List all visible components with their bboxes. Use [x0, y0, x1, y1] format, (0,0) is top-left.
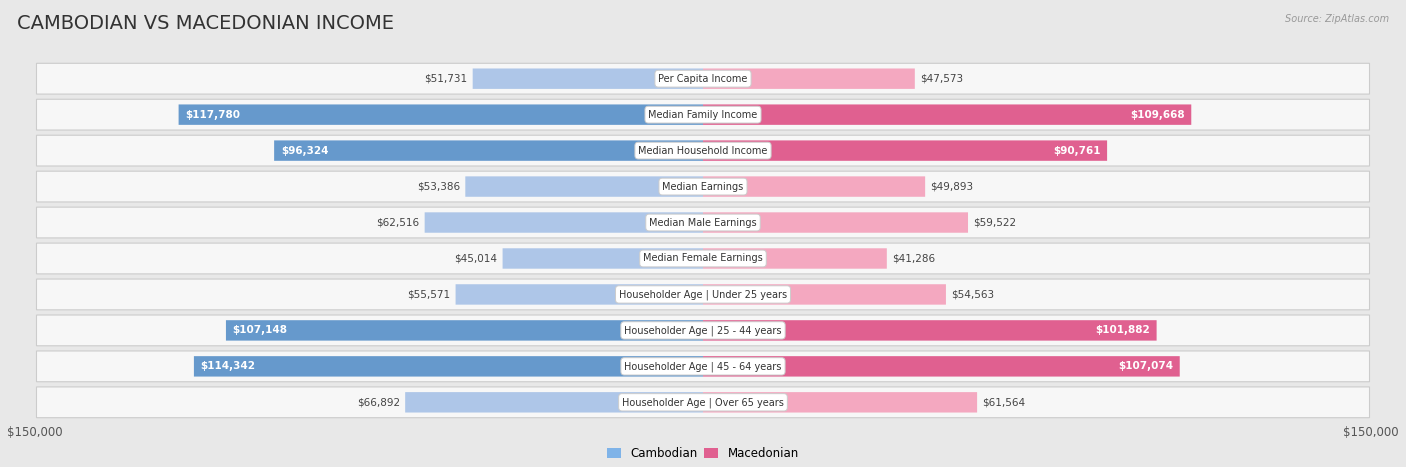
Text: Householder Age | Under 25 years: Householder Age | Under 25 years — [619, 289, 787, 300]
FancyBboxPatch shape — [37, 243, 1369, 274]
Text: $49,893: $49,893 — [931, 182, 973, 191]
FancyBboxPatch shape — [37, 315, 1369, 346]
FancyBboxPatch shape — [425, 212, 703, 233]
Text: $54,563: $54,563 — [952, 290, 994, 299]
FancyBboxPatch shape — [37, 387, 1369, 417]
Text: $45,014: $45,014 — [454, 254, 498, 263]
Text: Householder Age | 25 - 44 years: Householder Age | 25 - 44 years — [624, 325, 782, 336]
FancyBboxPatch shape — [502, 248, 703, 269]
FancyBboxPatch shape — [37, 64, 1369, 94]
Legend: Cambodian, Macedonian: Cambodian, Macedonian — [602, 442, 804, 465]
Text: Per Capita Income: Per Capita Income — [658, 74, 748, 84]
Text: $55,571: $55,571 — [408, 290, 450, 299]
FancyBboxPatch shape — [37, 279, 1369, 310]
Text: $96,324: $96,324 — [281, 146, 329, 156]
Text: Median Household Income: Median Household Income — [638, 146, 768, 156]
Text: $66,892: $66,892 — [357, 397, 399, 407]
FancyBboxPatch shape — [456, 284, 703, 304]
FancyBboxPatch shape — [703, 177, 925, 197]
Text: $62,516: $62,516 — [377, 218, 419, 227]
Text: Householder Age | 45 - 64 years: Householder Age | 45 - 64 years — [624, 361, 782, 372]
Text: $41,286: $41,286 — [893, 254, 935, 263]
FancyBboxPatch shape — [703, 320, 1157, 340]
FancyBboxPatch shape — [703, 105, 1191, 125]
Text: $117,780: $117,780 — [186, 110, 240, 120]
FancyBboxPatch shape — [472, 69, 703, 89]
Text: $61,564: $61,564 — [983, 397, 1025, 407]
Text: $90,761: $90,761 — [1053, 146, 1101, 156]
FancyBboxPatch shape — [194, 356, 703, 376]
FancyBboxPatch shape — [37, 99, 1369, 130]
FancyBboxPatch shape — [703, 69, 915, 89]
FancyBboxPatch shape — [37, 171, 1369, 202]
FancyBboxPatch shape — [703, 248, 887, 269]
Text: $51,731: $51,731 — [425, 74, 467, 84]
Text: $107,148: $107,148 — [232, 325, 288, 335]
Text: Median Family Income: Median Family Income — [648, 110, 758, 120]
FancyBboxPatch shape — [405, 392, 703, 412]
Text: $101,882: $101,882 — [1095, 325, 1150, 335]
Text: CAMBODIAN VS MACEDONIAN INCOME: CAMBODIAN VS MACEDONIAN INCOME — [17, 14, 394, 33]
FancyBboxPatch shape — [703, 392, 977, 412]
FancyBboxPatch shape — [703, 212, 967, 233]
Text: $47,573: $47,573 — [920, 74, 963, 84]
Text: Source: ZipAtlas.com: Source: ZipAtlas.com — [1285, 14, 1389, 24]
Text: $59,522: $59,522 — [973, 218, 1017, 227]
FancyBboxPatch shape — [179, 105, 703, 125]
FancyBboxPatch shape — [703, 356, 1180, 376]
Text: $114,342: $114,342 — [201, 361, 256, 371]
FancyBboxPatch shape — [37, 351, 1369, 382]
Text: $53,386: $53,386 — [416, 182, 460, 191]
Text: Median Male Earnings: Median Male Earnings — [650, 218, 756, 227]
Text: Householder Age | Over 65 years: Householder Age | Over 65 years — [621, 397, 785, 408]
Text: Median Earnings: Median Earnings — [662, 182, 744, 191]
FancyBboxPatch shape — [226, 320, 703, 340]
Text: Median Female Earnings: Median Female Earnings — [643, 254, 763, 263]
Text: $107,074: $107,074 — [1118, 361, 1173, 371]
Text: $109,668: $109,668 — [1130, 110, 1185, 120]
FancyBboxPatch shape — [465, 177, 703, 197]
FancyBboxPatch shape — [703, 284, 946, 304]
FancyBboxPatch shape — [37, 207, 1369, 238]
FancyBboxPatch shape — [37, 135, 1369, 166]
FancyBboxPatch shape — [274, 141, 703, 161]
FancyBboxPatch shape — [703, 141, 1107, 161]
